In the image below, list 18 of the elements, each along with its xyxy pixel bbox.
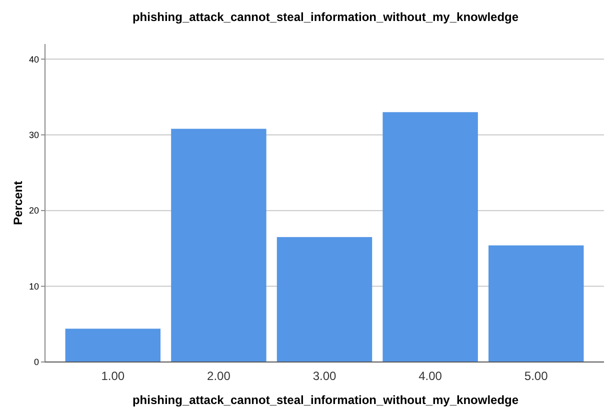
y-tick-label: 10 [28, 281, 39, 292]
x-axis-title: phishing_attack_cannot_steal_information_without_my_knowledge [132, 393, 519, 407]
x-tick-label: 3.00 [312, 369, 336, 383]
x-tick-label: 5.00 [524, 369, 548, 383]
y-axis-title: Percent [11, 180, 25, 226]
x-tick-label: 2.00 [207, 369, 231, 383]
x-tick-label: 1.00 [101, 369, 125, 383]
bar [488, 245, 584, 362]
y-tick-label: 40 [28, 54, 39, 64]
bar [276, 237, 372, 362]
y-tick-label: 0 [34, 357, 39, 368]
y-tick-label: 20 [28, 206, 39, 216]
bar [171, 128, 266, 362]
bar [65, 328, 161, 362]
x-tick-label: 4.00 [418, 369, 442, 383]
y-tick-label: 30 [28, 130, 39, 140]
chart-title: phishing_attack_cannot_steal_information_without_my_knowledge [132, 10, 519, 24]
bar [382, 112, 478, 362]
